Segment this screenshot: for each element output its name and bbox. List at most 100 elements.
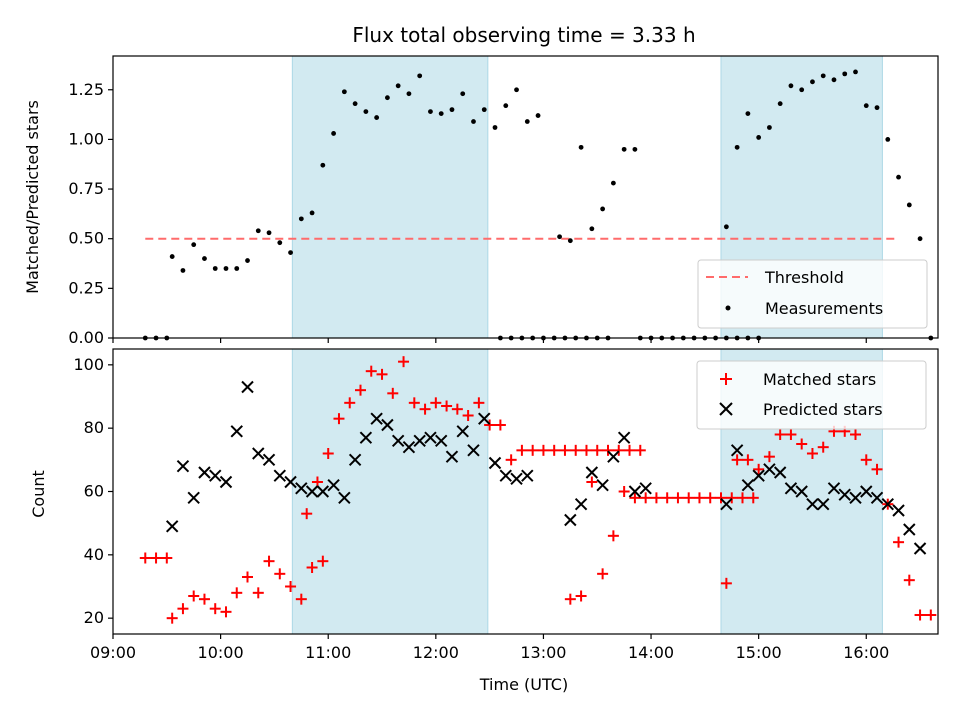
matched-stars-point-56 [629,492,641,504]
measurement-point-69 [723,224,729,230]
bottom-chart-points [139,356,937,624]
predicted-stars-point-57 [881,497,894,511]
measurement-point-26 [417,73,423,79]
measurement-point-16 [309,210,315,216]
matched-stars-point-45 [591,444,603,456]
measurement-point-24 [395,83,401,89]
matched-stars-point-10 [242,571,254,583]
matched-stars-point-8 [220,606,232,618]
predicted-stars-point-35 [574,497,588,511]
predicted-stars-point-39 [617,431,631,444]
matched-stars-point-81 [860,454,872,466]
measurement-point-79 [831,77,837,83]
predicted-stars-point-6 [230,425,243,438]
measurement-point-52 [589,226,595,232]
predicted-stars-point-4 [209,469,222,482]
matched-stars-point-57 [640,492,652,504]
matched-stars-point-65 [726,492,738,504]
measurement-point-9 [234,266,240,271]
matched-stars-legend-label: Matched stars [763,370,876,389]
matched-stars-point-20 [322,448,334,459]
predicted-stars-point-55 [860,485,873,498]
predicted-stars-point-23 [413,434,426,448]
measurement-point-86 [906,202,912,208]
matched-stars-point-40 [537,444,549,456]
bottom-xtick-label-6: 15:00 [736,643,782,662]
predicted-stars-point-32 [510,472,523,486]
matched-stars-point-21 [333,413,345,425]
top-chart-panel: 0.00 0.25 0.50 0.75 1.00 1.25 Matched/Predict… [23,55,939,347]
matched-stars-point-66 [737,492,749,504]
top-ytick-label-2: 0.50 [68,229,104,248]
predicted-stars-point-25 [434,434,448,448]
measurement-point-13 [277,240,283,246]
matched-stars-point-22 [344,397,356,409]
predicted-stars-point-7 [241,380,254,394]
matched-stars-point-39 [527,444,539,456]
predicted-stars-point-21 [391,434,405,448]
matched-stars-point-63 [704,492,716,504]
matched-stars-point-71 [753,463,765,475]
measurement-point-85 [896,174,901,180]
predicted-stars-point-37 [596,478,609,492]
matched-stars-point-25 [376,368,388,380]
measurement-point-71 [745,111,751,116]
measurement-point-29 [449,107,455,113]
matched-stars-point-16 [306,562,318,573]
measurement-point-53 [600,206,606,212]
measurement-point-22 [374,115,380,120]
predicted-stars-point-2 [187,491,200,505]
matched-stars-point-9 [231,587,243,599]
predicted-stars-point-41 [639,482,652,495]
measurement-point-14 [288,250,293,256]
matched-stars-point-84 [893,536,905,548]
matched-stars-point-55 [618,486,630,497]
predicted-stars-legend-label: Predicted stars [763,400,883,419]
measurement-point-27 [428,109,433,115]
matched-stars-point-37 [505,454,517,466]
predicted-stars-point-31 [499,469,512,482]
bottom-xtick-label-2: 11:00 [305,643,351,662]
measurement-point-11 [255,228,261,234]
measurement-point-33 [492,125,498,130]
matched-stars-point-34 [473,397,485,409]
bottom-chart-legend: Matched stars Predicted stars [696,360,927,430]
bottom-xtick-label-1: 10:00 [198,643,244,662]
matched-stars-point-48 [624,444,636,456]
bottom-chart-ylabel: Count [29,470,48,518]
predicted-stars-point-22 [402,440,416,454]
bottom-ytick-label-2: 60 [84,482,104,501]
measurement-point-32 [481,107,487,113]
measurement-point-31 [471,119,476,124]
matched-stars-point-4 [177,603,189,615]
bottom-xtick-label-0: 09:00 [90,643,136,662]
bottom-ytick-label-0: 20 [84,608,104,627]
matched-stars-point-0 [139,552,151,564]
matched-stars-point-82 [871,463,883,475]
predicted-stars-point-59 [903,523,916,536]
matched-stars-point-38 [516,444,528,456]
matched-stars-point-68 [720,577,732,589]
matched-stars-point-43 [570,444,582,456]
measurement-point-87 [917,236,923,242]
predicted-stars-point-9 [262,453,276,467]
matched-stars-point-50 [564,593,576,605]
matched-stars-point-17 [317,555,329,567]
bottom-chart-panel: 20 40 60 80 100 09:00 10:00 11:00 12:00 13:00 14:0… [29,348,939,694]
predicted-stars-point-29 [478,412,491,425]
matched-stars-point-15 [295,593,307,605]
predicted-stars-point-1 [176,459,190,473]
predicted-stars-point-5 [219,475,233,489]
matched-stars-point-1 [150,552,162,564]
measurement-point-34 [503,103,509,109]
measurement-point-35 [514,87,519,93]
matched-stars-point-59 [661,492,673,504]
measurement-point-77 [810,79,815,85]
predicted-stars-point-54 [849,491,862,505]
measurement-point-50 [567,238,573,244]
matched-stars-point-77 [817,441,829,453]
predicted-stars-point-16 [338,491,351,505]
matched-stars-point-80 [850,429,861,440]
matched-stars-point-62 [693,492,705,504]
bottom-chart-axis-ticks: 20 40 60 80 100 09:00 10:00 11:00 12:00 13:00 14:0… [73,355,889,662]
